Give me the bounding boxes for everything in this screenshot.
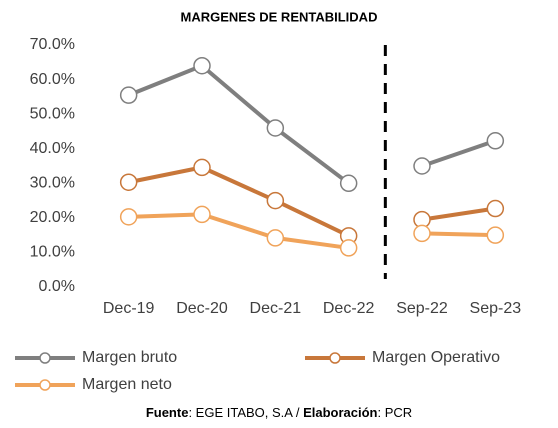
y-tick-label: 20.0% [30,209,75,226]
y-tick-label: 50.0% [30,105,75,122]
point [119,173,138,191]
footer-text: : PCR [378,405,413,420]
point [486,226,505,244]
legend-label: Margen neto [82,376,172,393]
x-tick-label: Dec-19 [103,300,155,317]
series-line [421,231,496,238]
x-tick-label: Dec-20 [176,300,228,317]
point [486,199,505,218]
point [193,158,211,177]
point [119,208,138,226]
y-tick-label: 70.0% [30,36,75,53]
x-tick-label: Dec-21 [250,300,302,317]
chart-title: MARGENES DE RENTABILIDAD [181,9,378,24]
point [339,174,358,193]
legend-label: Margen Operativo [372,349,500,366]
legend-marker [39,379,51,391]
point [413,224,431,243]
legend-label: Margen bruto [82,349,177,366]
y-tick-label: 10.0% [30,244,75,261]
x-tick-label: Sep-23 [470,300,522,317]
point [266,229,285,247]
point [486,132,505,150]
footer: Fuente: EGE ITABO, S.A / Elaboración: PC… [146,405,412,420]
footer-label: Fuente [146,405,189,420]
series-line [421,206,496,222]
point [413,157,431,175]
x-tick-label: Sep-22 [396,300,448,317]
x-tick-label: Dec-22 [323,300,375,317]
footer-label: Elaboración [303,405,377,420]
series-line [128,212,349,250]
series-line [421,138,496,168]
series-line [128,165,350,238]
y-tick-label: 40.0% [30,140,75,157]
footer-text: : EGE ITABO, S.A / [188,405,303,420]
y-tick-label: 60.0% [30,71,75,88]
y-tick-label: 0.0% [39,278,75,295]
series-line [127,63,350,185]
point [266,191,285,210]
point [193,56,211,75]
y-tick-label: 30.0% [30,175,75,192]
legend-marker [39,352,51,364]
point [119,86,138,104]
point [193,205,211,224]
point [339,239,358,257]
legend-marker [329,352,341,364]
point [266,119,285,137]
